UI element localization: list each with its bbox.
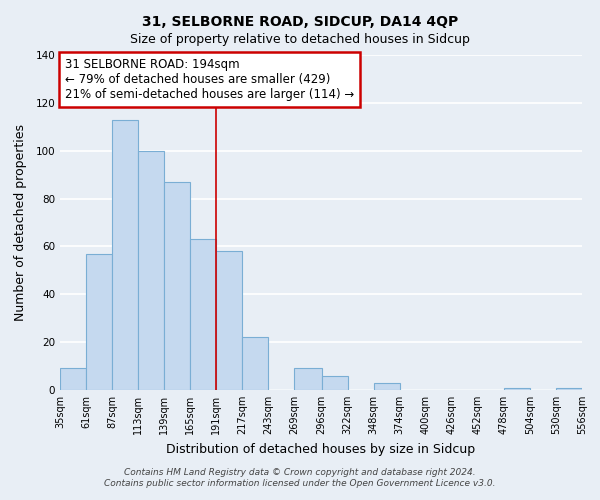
Bar (216, 251, 242, 390)
Text: 31, SELBORNE ROAD, SIDCUP, DA14 4QP: 31, SELBORNE ROAD, SIDCUP, DA14 4QP (142, 15, 458, 29)
Bar (322, 376, 347, 390)
Bar (138, 150, 164, 390)
Bar (556, 388, 582, 390)
Bar (86, 254, 112, 390)
Y-axis label: Number of detached properties: Number of detached properties (14, 124, 27, 321)
Text: Size of property relative to detached houses in Sidcup: Size of property relative to detached ho… (130, 32, 470, 46)
Text: 31 SELBORNE ROAD: 194sqm
← 79% of detached houses are smaller (429)
21% of semi-: 31 SELBORNE ROAD: 194sqm ← 79% of detach… (65, 58, 355, 102)
X-axis label: Distribution of detached houses by size in Sidcup: Distribution of detached houses by size … (166, 442, 476, 456)
Text: Contains HM Land Registry data © Crown copyright and database right 2024.
Contai: Contains HM Land Registry data © Crown c… (104, 468, 496, 487)
Bar (242, 338, 268, 390)
Bar (504, 388, 530, 390)
Bar (190, 240, 216, 390)
Bar (295, 368, 322, 390)
Bar (164, 182, 190, 390)
Bar (374, 383, 400, 390)
Bar (112, 120, 138, 390)
Bar (60, 368, 86, 390)
